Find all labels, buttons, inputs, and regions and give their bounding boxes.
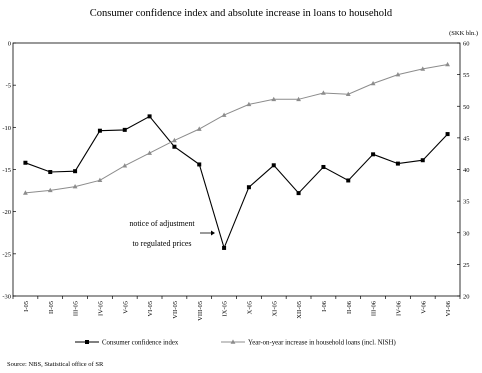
series-line-1 bbox=[25, 115, 448, 250]
x-tick-label: VI-06 bbox=[445, 300, 452, 316]
series-1-point bbox=[197, 162, 202, 167]
left-tick-label: -5 bbox=[6, 83, 11, 90]
series-1-point bbox=[445, 132, 450, 137]
x-tick-label: X-05 bbox=[246, 301, 253, 314]
series-1-point bbox=[296, 191, 301, 196]
series-1-point bbox=[222, 245, 227, 250]
legend-marker-1 bbox=[85, 340, 89, 344]
legend-marker-2 bbox=[230, 339, 236, 344]
series-2-point bbox=[147, 150, 152, 155]
series-1-point bbox=[420, 158, 425, 163]
series-2-point bbox=[271, 96, 277, 102]
legend: Consumer confidence index Year-on-year in… bbox=[75, 339, 396, 347]
x-tick-label: V-06 bbox=[420, 300, 427, 314]
series-1-point bbox=[147, 114, 152, 119]
x-tick-label: V-05 bbox=[122, 301, 129, 314]
series-2-point bbox=[97, 177, 103, 183]
series-1-point bbox=[23, 160, 28, 165]
series-2-point bbox=[296, 96, 301, 102]
series-1-point bbox=[321, 164, 326, 169]
series-2-point bbox=[246, 101, 252, 107]
series-2-point bbox=[370, 80, 376, 86]
right-tick-label: 40 bbox=[463, 167, 470, 174]
x-tick-label: IV-05 bbox=[97, 301, 104, 316]
right-tick-label: 20 bbox=[463, 294, 470, 301]
left-tick-label: 0 bbox=[8, 41, 11, 48]
series-2-point bbox=[122, 163, 128, 168]
series-1-point bbox=[246, 185, 251, 190]
right-axis-unit: (SKK bln.) bbox=[449, 30, 478, 37]
x-tick-label: XII-05 bbox=[296, 301, 303, 319]
x-tick-label: II-06 bbox=[346, 300, 353, 314]
series-1-point bbox=[271, 163, 276, 168]
series-line-2 bbox=[25, 64, 448, 194]
series-2-point bbox=[221, 112, 227, 117]
left-tick-label: -10 bbox=[2, 125, 11, 132]
series-2-point bbox=[395, 72, 401, 77]
right-tick-label: 35 bbox=[463, 199, 470, 206]
series-1-point bbox=[48, 170, 53, 175]
x-tick-label: IV-06 bbox=[395, 300, 402, 316]
series-1-point bbox=[346, 178, 351, 183]
right-tick-label: 55 bbox=[463, 72, 470, 79]
left-tick-label: -30 bbox=[2, 294, 11, 301]
series-1-point bbox=[371, 152, 376, 157]
x-tick-label: I-05 bbox=[23, 301, 30, 312]
legend-label-2: Year-on-year increase in household loans… bbox=[248, 340, 396, 347]
x-tick-label: VIII-05 bbox=[197, 301, 204, 321]
x-tick-label: VI-05 bbox=[147, 301, 154, 317]
series-2-point bbox=[47, 187, 53, 193]
right-tick-label: 25 bbox=[463, 262, 470, 269]
right-tick-label: 30 bbox=[463, 230, 470, 237]
annotation: notice of adjustment to regulated prices bbox=[129, 219, 215, 248]
x-tick-label: III-05 bbox=[73, 301, 80, 316]
series-2-point bbox=[172, 137, 177, 143]
axes bbox=[12, 42, 461, 297]
right-tick-label: 45 bbox=[463, 135, 470, 142]
chart-title: Consumer confidence index and absolute i… bbox=[89, 8, 393, 19]
annotation-line-1: notice of adjustment bbox=[129, 219, 195, 228]
x-tick-label: III-06 bbox=[371, 300, 378, 316]
left-tick-label: -15 bbox=[2, 167, 11, 174]
x-tick-label: I-06 bbox=[321, 300, 328, 312]
x-tick-label: XI-05 bbox=[271, 301, 278, 317]
x-tick-label: IX-05 bbox=[222, 301, 229, 317]
annotation-line-2: to regulated prices bbox=[132, 239, 191, 248]
series-2-point bbox=[321, 90, 326, 95]
series-1-point bbox=[73, 169, 78, 174]
left-tick-label: -25 bbox=[2, 251, 11, 258]
series-1-point bbox=[395, 161, 400, 166]
plot-frame bbox=[12, 42, 461, 297]
series-1-point bbox=[122, 127, 127, 132]
left-tick-label: -20 bbox=[2, 209, 11, 216]
x-tick-label: VII-05 bbox=[172, 301, 179, 319]
series-2-point bbox=[345, 91, 351, 97]
series-1-point bbox=[172, 144, 177, 149]
right-tick-label: 50 bbox=[463, 104, 470, 111]
series-2-point bbox=[196, 126, 202, 131]
right-tick-label: 60 bbox=[463, 41, 470, 48]
annotation-arrow-head bbox=[211, 230, 215, 236]
legend-label-1: Consumer confidence index bbox=[102, 340, 179, 347]
series-lines bbox=[25, 64, 448, 250]
series-2-point bbox=[23, 190, 28, 195]
series-2-point bbox=[420, 66, 426, 71]
x-tick-label: II-05 bbox=[48, 301, 55, 314]
series-1-point bbox=[97, 128, 102, 133]
axis-ticks: 0 -5 -10 -15 -20 -25 -30 60 55 50 45 40 35 30 25 20 (SKK… bbox=[2, 30, 478, 321]
series-markers bbox=[23, 61, 450, 250]
source-note: Source: NBS, Statistical office of SR bbox=[7, 361, 104, 368]
series-2-point bbox=[72, 183, 78, 189]
series-2-point bbox=[445, 61, 450, 67]
